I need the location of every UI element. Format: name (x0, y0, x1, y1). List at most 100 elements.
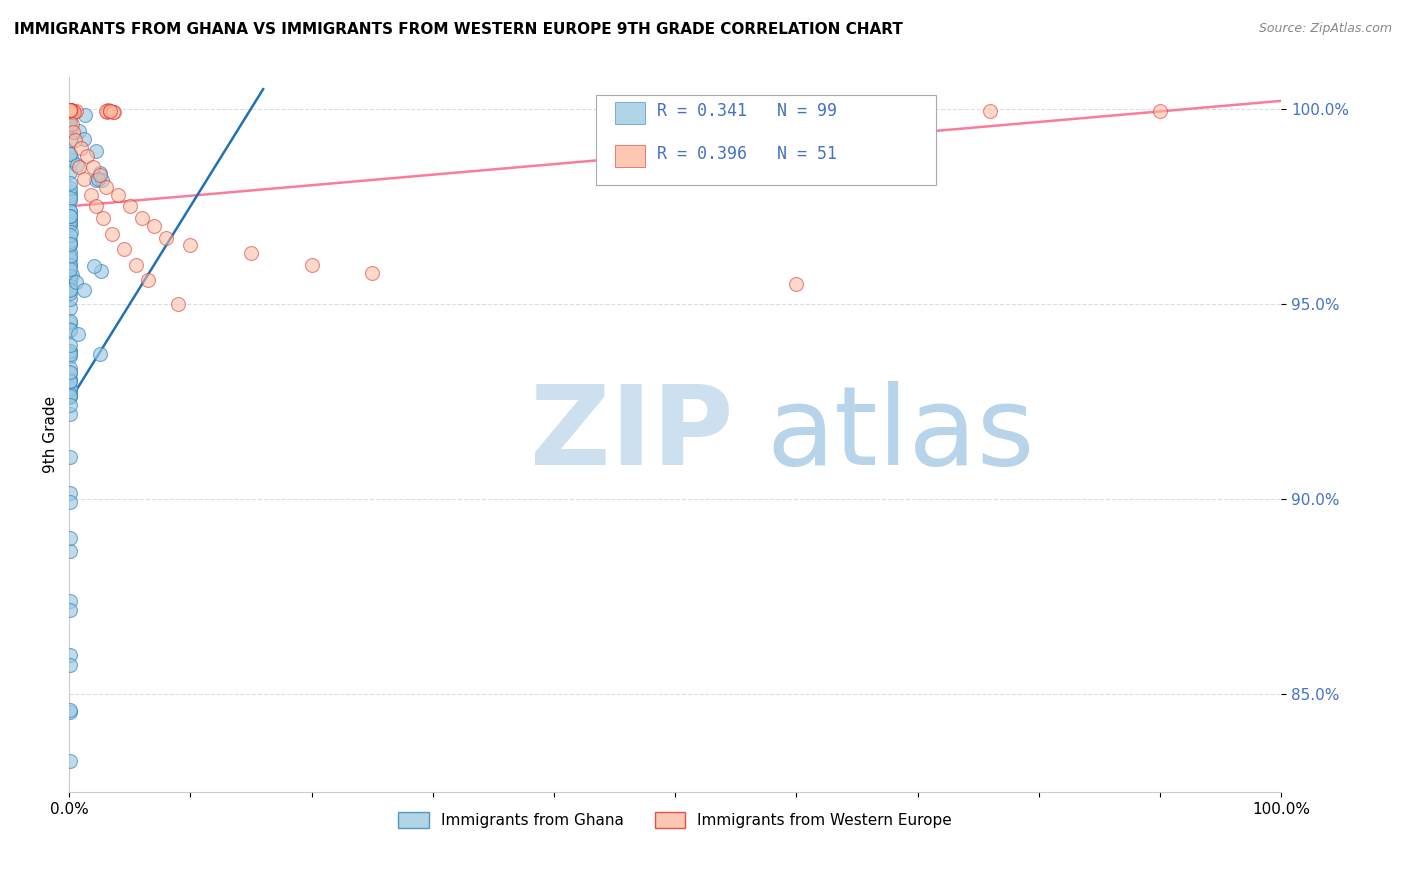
Point (59, 361, 82, 376)
Point (59, 104, 82, 119)
Point (76, 148, 98, 162)
Point (90, 264, 112, 278)
Point (59, 383, 82, 397)
Point (59, 103, 82, 117)
Point (67, 327, 90, 342)
FancyBboxPatch shape (614, 145, 645, 167)
Point (59, 381, 82, 395)
Point (59, 235, 82, 249)
Point (94, 179, 117, 194)
Point (59, 347, 82, 361)
Point (59, 381, 82, 395)
Point (59, 211, 82, 225)
Point (59, 116, 82, 130)
Point (59, 119, 82, 133)
Point (59, 389, 82, 403)
Point (70, 141, 93, 155)
Point (155, 230, 177, 244)
Point (59, 218, 82, 232)
Point (59, 103, 82, 117)
Point (59, 228, 82, 243)
Point (59, 258, 82, 272)
Point (60, 225, 83, 239)
Point (59, 279, 82, 293)
Point (59, 390, 82, 404)
Point (59, 245, 82, 260)
Point (59, 203, 82, 218)
Point (59, 338, 82, 352)
Point (97, 103, 120, 118)
Point (59, 188, 82, 202)
Point (59, 286, 82, 301)
Point (979, 103, 1001, 118)
Point (59, 374, 82, 388)
Point (67, 160, 90, 174)
Point (136, 273, 159, 287)
Point (60, 153, 83, 167)
Point (125, 258, 148, 272)
Point (59, 258, 82, 272)
Point (118, 199, 141, 213)
Point (96, 104, 118, 119)
Point (73, 108, 96, 122)
Point (83, 260, 105, 274)
Point (60, 268, 83, 282)
Point (62, 104, 84, 119)
Point (59, 147, 82, 161)
Point (59, 283, 82, 297)
Point (59, 349, 82, 363)
Point (59, 372, 82, 386)
Text: atlas: atlas (766, 381, 1035, 488)
Point (59, 213, 82, 227)
Point (59, 112, 82, 127)
Y-axis label: 9th Grade: 9th Grade (44, 396, 58, 474)
Point (59, 486, 82, 500)
Point (59, 133, 82, 147)
Point (59, 269, 82, 284)
Point (73, 172, 96, 186)
Text: ZIP: ZIP (530, 381, 733, 488)
Point (59, 292, 82, 306)
Point (73, 132, 96, 146)
Point (59, 176, 82, 190)
Point (131, 211, 153, 225)
Text: R = 0.341   N = 99: R = 0.341 N = 99 (657, 102, 837, 120)
Point (59, 209, 82, 223)
Point (62, 125, 84, 139)
Point (59, 117, 82, 131)
Point (59, 543, 82, 558)
Point (65, 103, 87, 118)
Point (62, 103, 84, 118)
Point (59, 603, 82, 617)
Point (785, 277, 807, 292)
Point (86, 144, 108, 158)
Point (59, 122, 82, 136)
Point (59, 165, 82, 179)
Point (59, 209, 82, 223)
Point (82, 160, 104, 174)
Point (59, 103, 82, 118)
Point (101, 104, 124, 119)
Point (89, 166, 111, 180)
Point (65, 275, 87, 289)
Point (59, 322, 82, 336)
Point (100, 227, 122, 241)
Point (59, 235, 82, 250)
Point (179, 238, 201, 252)
Point (59, 252, 82, 267)
Point (59, 191, 82, 205)
Point (59, 185, 82, 199)
Point (59, 181, 82, 195)
Point (84, 199, 107, 213)
Point (59, 344, 82, 359)
Point (80, 187, 103, 202)
Point (90, 172, 112, 186)
Point (86, 171, 108, 186)
Point (59, 194, 82, 208)
Point (59, 450, 82, 464)
Point (59, 236, 82, 251)
Point (59, 238, 82, 252)
Point (107, 187, 129, 202)
Point (59, 103, 82, 117)
Text: R = 0.396   N = 51: R = 0.396 N = 51 (657, 145, 837, 163)
